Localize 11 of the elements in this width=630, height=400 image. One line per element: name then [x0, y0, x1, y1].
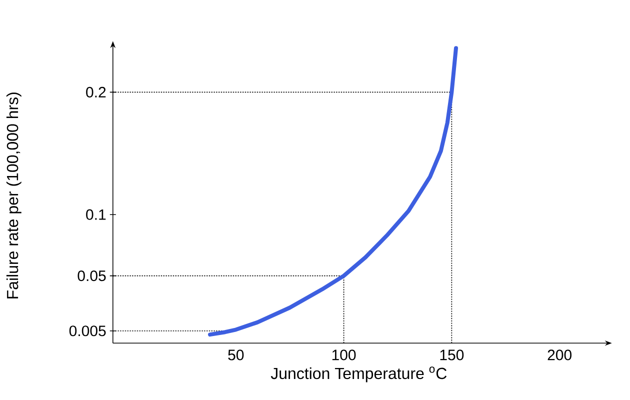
x-axis-title: Junction Temperature $^{o}$C	[270, 366, 447, 382]
y-tick-label: 0.1	[86, 209, 106, 220]
y-tick-label: 0.05	[78, 270, 106, 282]
x-tick-label: 100	[332, 350, 356, 360]
y-tick-label: 0.2	[86, 86, 106, 98]
y-tick-label: 0.005	[69, 326, 106, 336]
x-tick-label: 200	[548, 350, 572, 360]
x-tick-label: 150	[440, 350, 464, 360]
line-series	[208, 46, 458, 337]
y-axis-title: Failure rate per (100,000 hrs)	[6, 92, 22, 298]
x-tick-label: 50	[228, 350, 244, 360]
